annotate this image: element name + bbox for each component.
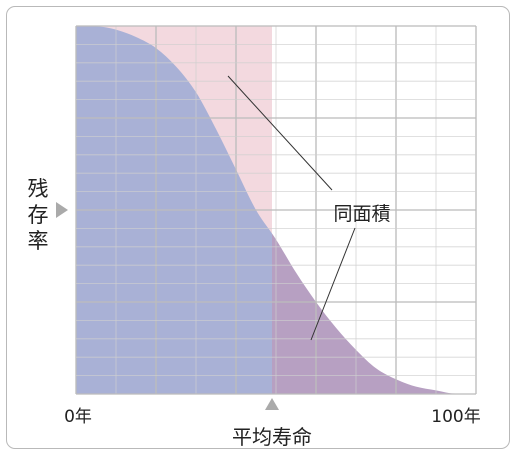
y-axis-label-char: 存 (28, 203, 49, 227)
y-axis-label-char: 率 (28, 229, 49, 253)
x-tick-label-start: 0年 (64, 407, 92, 427)
x-axis-label: 平均寿命 (232, 425, 312, 449)
survival-area-right (272, 233, 476, 394)
equal-area-annotation: 同面積 (333, 203, 390, 225)
y-axis-pointer (56, 202, 68, 218)
y-axis-label-char: 残 (28, 177, 49, 201)
y-axis-label: 残存率 (28, 177, 49, 253)
x-axis-pointer (265, 398, 279, 410)
chart-marks (56, 75, 356, 410)
x-tick-label-end: 100年 (431, 407, 480, 427)
annotation-leader-upper (227, 75, 333, 191)
chart-grid (75, 25, 477, 395)
annotation-leader-lower (310, 227, 356, 341)
